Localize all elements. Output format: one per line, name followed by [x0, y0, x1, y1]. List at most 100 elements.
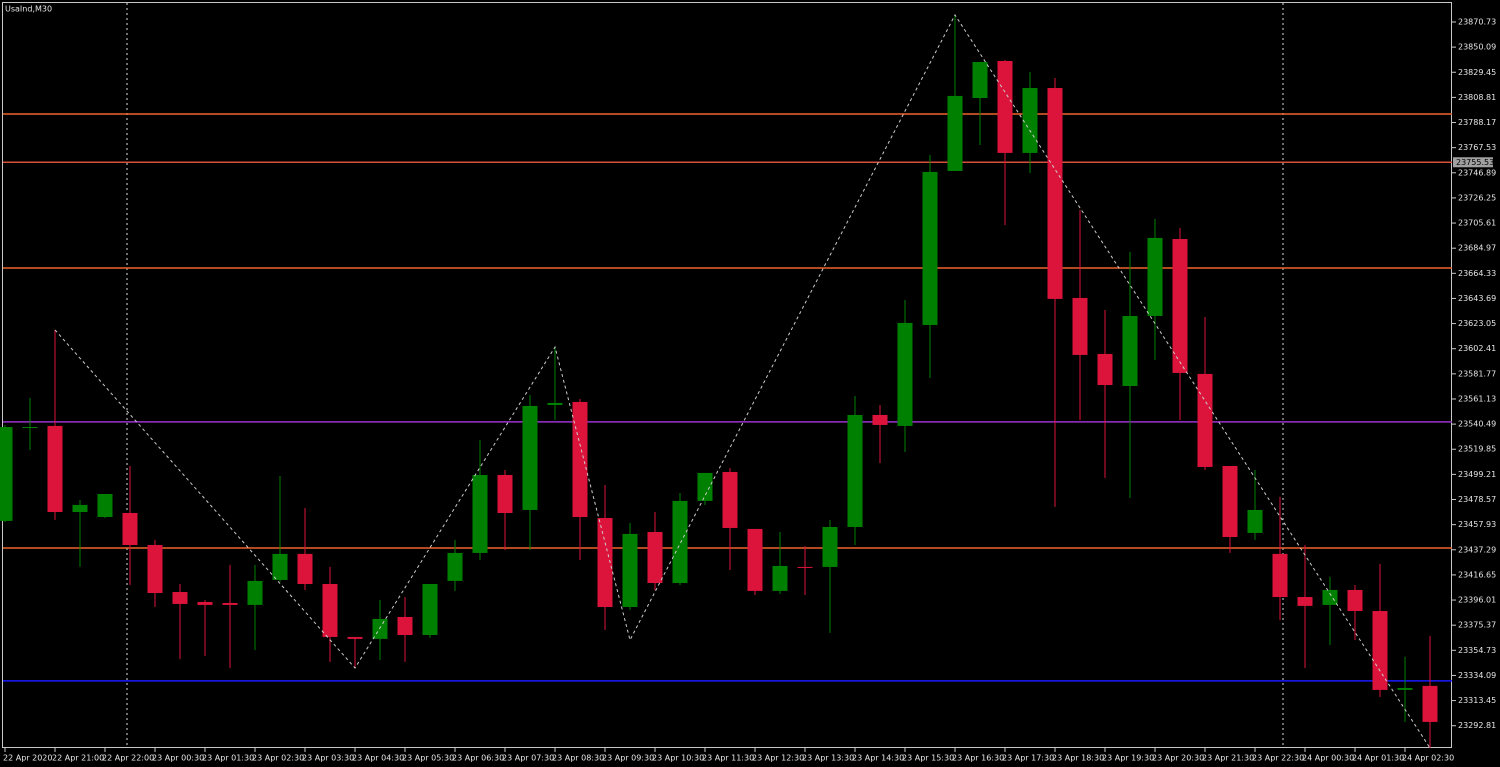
y-tick-label: 23808.81 [1458, 93, 1496, 102]
y-tick-label: 23354.73 [1458, 646, 1496, 655]
candle-body [697, 472, 713, 501]
candle-body [172, 592, 188, 604]
x-tick-label: 23 Apr 21:30 [1202, 754, 1254, 763]
y-tick-label: 23623.05 [1458, 319, 1496, 328]
x-tick-label: 23 Apr 03:30 [302, 754, 354, 763]
y-tick-label: 23457.93 [1458, 520, 1496, 529]
candle-body [1197, 373, 1213, 467]
candle-body [122, 512, 138, 546]
candle-body [472, 475, 488, 553]
y-tick-label: 23829.45 [1458, 68, 1496, 77]
x-tick-label: 23 Apr 02:30 [252, 754, 304, 763]
candle-body [1272, 553, 1288, 598]
candle-body [1097, 353, 1113, 386]
y-tick-label: 23664.33 [1458, 269, 1496, 278]
x-tick-label: 23 Apr 14:30 [852, 754, 904, 763]
y-tick-label: 23705.61 [1458, 219, 1496, 228]
y-tick-label: 23746.89 [1458, 168, 1496, 177]
y-tick-label: 23767.53 [1458, 143, 1496, 152]
chart-title: UsaInd,M30 [5, 5, 52, 14]
candle-body [1397, 687, 1413, 690]
x-tick-label: 24 Apr 01:30 [1352, 754, 1404, 763]
candle-body [372, 618, 388, 639]
candle-body [197, 602, 213, 605]
x-tick-label: 23 Apr 08:30 [552, 754, 604, 763]
x-tick-label: 23 Apr 05:30 [402, 754, 454, 763]
x-tick-label: 24 Apr 00:30 [1302, 754, 1354, 763]
candle-body [1422, 685, 1438, 722]
candle-body [247, 580, 263, 605]
candle-body [822, 526, 838, 567]
price-label-bg [1453, 157, 1493, 168]
y-tick-label: 23850.09 [1458, 43, 1496, 52]
zigzag-line [54, 13, 1431, 749]
y-tick-label: 23375.37 [1458, 621, 1496, 630]
candle-body [97, 493, 113, 518]
candle-body [1297, 597, 1313, 606]
candle-body [647, 531, 663, 584]
candle-body [747, 528, 763, 591]
candle-body [447, 552, 463, 581]
candle-body [972, 61, 988, 99]
candle-body [1322, 589, 1338, 605]
candle-body [1372, 611, 1388, 690]
x-tick-label: 23 Apr 16:30 [952, 754, 1004, 763]
x-tick-label: 23 Apr 09:30 [602, 754, 654, 763]
x-tick-label: 23 Apr 20:30 [1152, 754, 1204, 763]
x-tick-label: 23 Apr 17:30 [1002, 754, 1054, 763]
candle-body [597, 517, 613, 607]
candle-body [22, 427, 38, 429]
y-tick-label: 23561.13 [1458, 394, 1496, 403]
candle-body [1347, 589, 1363, 612]
candle-body [272, 553, 288, 580]
candle-body [672, 500, 688, 584]
candle-body [872, 414, 888, 425]
candle-body [1022, 88, 1038, 153]
candle-body [772, 565, 788, 591]
y-tick-label: 23437.29 [1458, 545, 1496, 554]
y-tick-label: 23478.57 [1458, 495, 1496, 504]
y-tick-label: 23313.45 [1458, 696, 1496, 705]
y-tick-label: 23581.77 [1458, 369, 1496, 378]
candle-body [1147, 237, 1163, 316]
candle-body [422, 583, 438, 636]
y-tick-label: 23499.21 [1458, 470, 1496, 479]
candle-body [947, 95, 963, 171]
candle-body [497, 475, 513, 513]
x-tick-label: 23 Apr 15:30 [902, 754, 954, 763]
x-tick-label: 23 Apr 18:30 [1052, 754, 1104, 763]
candle-body [347, 636, 363, 639]
x-tick-label: 23 Apr 07:30 [502, 754, 554, 763]
candle-body [522, 405, 538, 510]
x-tick-label: 23 Apr 11:30 [702, 754, 754, 763]
candle-body [572, 401, 588, 518]
y-tick-label: 23334.09 [1458, 671, 1496, 680]
candle-body [0, 427, 13, 521]
x-tick-label: 23 Apr 13:30 [802, 754, 854, 763]
y-tick-label: 23416.65 [1458, 570, 1496, 579]
y-tick-label: 23292.81 [1458, 721, 1496, 730]
x-tick-label: 23 Apr 12:30 [752, 754, 804, 763]
candle-body [1047, 88, 1063, 299]
y-tick-label: 23788.17 [1458, 118, 1496, 127]
candle-body [147, 545, 163, 593]
candle-body [797, 566, 813, 568]
candle-body [1122, 315, 1138, 386]
y-tick-label: 23602.41 [1458, 344, 1496, 353]
candle-body [897, 322, 913, 426]
plot-frame [2, 2, 1452, 748]
candle-body [922, 171, 938, 325]
x-tick-label: 22 Apr 2020 [3, 754, 52, 763]
x-tick-label: 23 Apr 04:30 [352, 754, 404, 763]
candle-body [622, 533, 638, 607]
y-tick-label: 23519.85 [1458, 445, 1496, 454]
candle-body [847, 414, 863, 527]
candle-body [722, 471, 738, 528]
candle-body [997, 60, 1013, 153]
y-tick-label: 23643.69 [1458, 294, 1496, 303]
y-tick-label: 23684.97 [1458, 244, 1496, 253]
x-tick-label: 23 Apr 06:30 [452, 754, 504, 763]
